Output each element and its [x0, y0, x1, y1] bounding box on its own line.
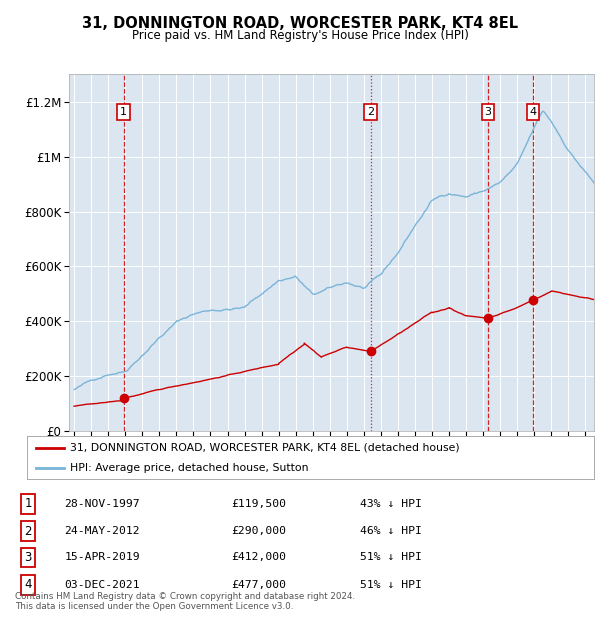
Text: 46% ↓ HPI: 46% ↓ HPI	[360, 526, 422, 536]
Text: £119,500: £119,500	[232, 499, 286, 509]
Text: 3: 3	[485, 107, 491, 117]
Text: £412,000: £412,000	[232, 552, 286, 562]
Text: 4: 4	[25, 578, 32, 591]
Text: 43% ↓ HPI: 43% ↓ HPI	[360, 499, 422, 509]
Text: 03-DEC-2021: 03-DEC-2021	[65, 580, 140, 590]
Text: £290,000: £290,000	[232, 526, 286, 536]
Text: 1: 1	[25, 497, 32, 510]
Text: Price paid vs. HM Land Registry's House Price Index (HPI): Price paid vs. HM Land Registry's House …	[131, 29, 469, 42]
Text: Contains HM Land Registry data © Crown copyright and database right 2024.
This d: Contains HM Land Registry data © Crown c…	[15, 592, 355, 611]
Text: 24-MAY-2012: 24-MAY-2012	[65, 526, 140, 536]
Text: 51% ↓ HPI: 51% ↓ HPI	[360, 552, 422, 562]
Text: 2: 2	[25, 525, 32, 538]
Text: 4: 4	[529, 107, 536, 117]
Text: 3: 3	[25, 551, 32, 564]
Text: 31, DONNINGTON ROAD, WORCESTER PARK, KT4 8EL (detached house): 31, DONNINGTON ROAD, WORCESTER PARK, KT4…	[70, 443, 459, 453]
Text: 51% ↓ HPI: 51% ↓ HPI	[360, 580, 422, 590]
Text: 1: 1	[120, 107, 127, 117]
Text: 28-NOV-1997: 28-NOV-1997	[65, 499, 140, 509]
Text: 2: 2	[367, 107, 374, 117]
Text: HPI: Average price, detached house, Sutton: HPI: Average price, detached house, Sutt…	[70, 463, 308, 473]
Text: 31, DONNINGTON ROAD, WORCESTER PARK, KT4 8EL: 31, DONNINGTON ROAD, WORCESTER PARK, KT4…	[82, 16, 518, 31]
Text: 15-APR-2019: 15-APR-2019	[65, 552, 140, 562]
Text: £477,000: £477,000	[232, 580, 286, 590]
